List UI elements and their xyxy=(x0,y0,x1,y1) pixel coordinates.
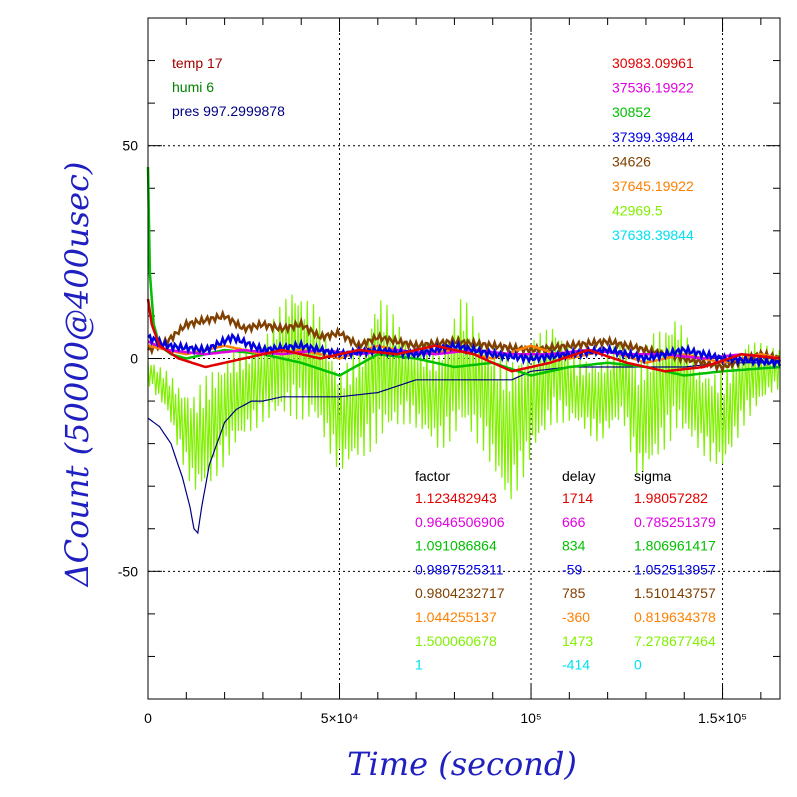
env-label: temp 17 xyxy=(172,55,223,71)
series-line xyxy=(146,298,781,373)
y-axis-title: ΔCount (50000@400usec) xyxy=(58,162,96,589)
table-cell-sigma: 1.98057282 xyxy=(634,490,708,506)
series-line xyxy=(147,362,780,535)
env-label: humi 6 xyxy=(172,79,214,95)
table-cell-factor: 0.9897525311 xyxy=(415,561,504,577)
table-cell-sigma: 7.278677464 xyxy=(634,633,716,649)
series-line xyxy=(147,332,782,370)
table-cell-factor: 0.9646506906 xyxy=(415,514,505,530)
env-label: pres 997.2999878 xyxy=(172,103,285,119)
series-base-value: 37638.39844 xyxy=(612,227,694,243)
table-header-sigma: sigma xyxy=(634,468,672,484)
series-base-value: 30852 xyxy=(612,104,651,120)
table-cell-sigma: 1.052513957 xyxy=(634,561,716,577)
series-base-value: 42969.5 xyxy=(612,203,663,219)
table-cell-factor: 0.9804232717 xyxy=(415,585,505,601)
x-tick-label: 10⁵ xyxy=(520,710,541,726)
table-cell-sigma: 1.510143757 xyxy=(634,585,716,601)
table-cell-factor: 1.123482943 xyxy=(415,490,497,506)
series-base-values: 30983.09961 37536.19922 30852 37399.39844 34… xyxy=(612,55,694,243)
table-cell-delay: 666 xyxy=(562,514,586,530)
x-tick-label: 5×10⁴ xyxy=(321,710,359,726)
table-cell-delay: 1714 xyxy=(562,490,593,506)
table-cell-sigma: 0.819634378 xyxy=(634,609,716,625)
series-layer xyxy=(146,166,782,535)
series-line-noisy xyxy=(147,294,780,500)
table-cell-delay: -414 xyxy=(562,657,590,673)
table-cell-delay: 834 xyxy=(562,538,586,554)
y-tick-label: -50 xyxy=(118,563,138,579)
x-axis-title: Time (second) xyxy=(347,745,577,783)
parameter-table: factor delay sigma 1.123482943 1714 1.9805728… xyxy=(415,468,716,673)
tick-labels: 0 5×10⁴ 10⁵ 1.5×10⁵ 50 0 -50 xyxy=(118,138,747,726)
y-tick-label: 50 xyxy=(122,138,138,154)
y-tick-label: 0 xyxy=(130,351,138,367)
table-cell-factor: 1 xyxy=(415,657,423,673)
series-line xyxy=(146,309,782,374)
series-base-value: 34626 xyxy=(612,153,651,169)
series-base-value: 37645.19922 xyxy=(612,178,694,194)
table-cell-factor: 1.091086864 xyxy=(415,538,497,554)
table-header-delay: delay xyxy=(562,468,595,484)
environment-labels: temp 17 humi 6 pres 997.2999878 xyxy=(172,55,285,119)
table-cell-sigma: 0 xyxy=(634,657,642,673)
table-cell-delay: 785 xyxy=(562,585,586,601)
table-cell-delay: 1473 xyxy=(562,633,593,649)
table-cell-sigma: 1.806961417 xyxy=(634,538,716,554)
table-cell-delay: -360 xyxy=(562,609,590,625)
table-cell-factor: 1.500060678 xyxy=(415,633,497,649)
series-base-value: 37399.39844 xyxy=(612,129,694,145)
series-base-value: 37536.19922 xyxy=(612,80,694,96)
plot-frame xyxy=(147,17,781,700)
table-cell-delay: -59 xyxy=(562,561,582,577)
table-header-factor: factor xyxy=(415,468,450,484)
series-base-value: 30983.09961 xyxy=(612,55,694,71)
table-cell-sigma: 0.785251379 xyxy=(634,514,716,530)
x-tick-label: 0 xyxy=(144,710,152,726)
x-tick-label: 1.5×10⁵ xyxy=(698,710,747,726)
table-cell-factor: 1.044255137 xyxy=(415,609,497,625)
